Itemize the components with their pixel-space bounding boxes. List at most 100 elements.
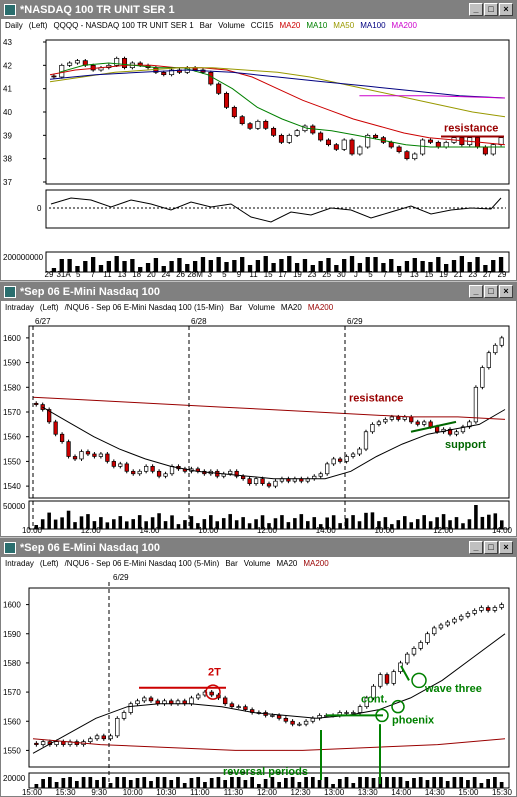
chart-info-bar: Intraday (Left) /NQU6 - Sep 06 E-Mini Nasd…	[1, 557, 516, 570]
price-bar	[425, 633, 430, 643]
volume-bar	[479, 783, 484, 788]
volume-scale-label: 200000000	[3, 253, 44, 262]
price-bar	[402, 416, 407, 420]
info-item: /NQU6 - Sep 06 E-Mini Nasdaq 100 (15-Min…	[64, 303, 224, 312]
volume-bar	[448, 520, 452, 529]
price-pane-frame	[28, 325, 510, 499]
moving-average-line	[49, 67, 506, 118]
price-bar	[351, 712, 356, 714]
volume-bar	[203, 782, 207, 788]
volume-bar	[383, 517, 388, 529]
volume-bar	[232, 260, 237, 272]
volume-bar	[404, 261, 410, 272]
window-titlebar[interactable]: *NASDAQ 100 TR UNIT SER 1 _ □ ×	[1, 1, 516, 19]
volume-bar	[498, 257, 504, 272]
volume-bar	[153, 258, 159, 272]
double-top-annotation: 2T	[208, 667, 221, 679]
info-item: (Left)	[39, 303, 59, 312]
minimize-button[interactable]: _	[469, 285, 483, 298]
moving-average-line	[49, 69, 506, 99]
volume-bar	[88, 777, 93, 788]
y-tick-label: 37	[3, 178, 12, 187]
volume-bar	[286, 522, 291, 529]
x-tick-label: 15:30	[56, 788, 77, 796]
close-button[interactable]: ×	[499, 285, 513, 298]
volume-bar	[189, 516, 194, 529]
price-bar	[318, 132, 324, 141]
price-bar	[224, 92, 230, 108]
minimize-button[interactable]: _	[469, 3, 483, 16]
price-bar	[341, 139, 347, 150]
close-button[interactable]: ×	[499, 3, 513, 16]
maximize-button[interactable]: □	[484, 541, 498, 554]
support-line	[410, 420, 457, 433]
x-tick-label: 15	[264, 270, 273, 279]
continuation-annotation: cont.	[361, 694, 387, 706]
volume-bar	[466, 780, 470, 788]
volume-bar	[405, 781, 410, 788]
y-tick-label: 1550	[3, 746, 21, 755]
volume-bar	[299, 514, 304, 529]
session-date-label: 6/29	[113, 573, 129, 582]
price-bar	[447, 428, 453, 435]
info-item: MA200	[307, 303, 334, 312]
price-bar	[384, 674, 390, 684]
volume-bar	[155, 777, 160, 788]
chart-window-nq-5min: *Sep 06 E-Mini Nasdaq 100 _ □ × Intraday…	[0, 538, 517, 797]
volume-bar	[287, 256, 292, 272]
volume-bar	[81, 777, 86, 788]
volume-bar	[317, 780, 322, 788]
price-bar	[297, 723, 302, 726]
maximize-button[interactable]: □	[484, 3, 498, 16]
volume-bar	[185, 264, 190, 272]
price-bar	[61, 741, 66, 745]
volume-bar	[169, 780, 174, 788]
volume-bar	[260, 515, 265, 529]
support-annotation: support	[445, 439, 486, 451]
volume-bar	[257, 784, 261, 788]
price-bar	[438, 624, 444, 629]
volume-bar	[208, 260, 213, 272]
price-bar	[169, 69, 175, 76]
price-bar	[243, 706, 248, 710]
price-bar	[420, 139, 426, 155]
volume-bar	[467, 262, 472, 272]
resistance-annotation: resistance	[444, 123, 498, 135]
volume-bar	[34, 525, 39, 529]
volume-bar	[90, 257, 96, 272]
price-bar	[331, 458, 336, 465]
y-tick-label: 1560	[3, 433, 21, 442]
volume-bar	[472, 777, 477, 788]
x-tick-label: 29	[498, 270, 507, 279]
nq-15min-chart[interactable]: 1600 1590 1580 1570 1560 1550 1540 50000 10:00 12…	[1, 314, 516, 536]
volume-bar	[230, 777, 234, 788]
info-item: CCI15	[250, 21, 274, 30]
info-item: Bar	[229, 303, 243, 312]
volume-bar	[95, 780, 99, 788]
window-titlebar[interactable]: *Sep 06 E-Mini Nasdaq 100 _ □ ×	[1, 283, 516, 301]
maximize-button[interactable]: □	[484, 285, 498, 298]
volume-bar	[467, 519, 472, 529]
volume-bar	[163, 521, 168, 529]
volume-bar	[209, 778, 214, 788]
x-tick-label: 12:00	[433, 526, 454, 535]
volume-bar	[118, 516, 123, 529]
minimize-button[interactable]: _	[469, 541, 483, 554]
volume-bar	[349, 256, 355, 272]
price-bar	[234, 470, 239, 477]
price-bar	[404, 151, 410, 160]
price-bar	[169, 466, 175, 475]
close-button[interactable]: ×	[499, 541, 513, 554]
info-item: Volume	[248, 303, 275, 312]
price-bar	[333, 144, 339, 150]
price-bar	[53, 421, 58, 435]
volume-bar	[254, 519, 258, 529]
nq-5min-chart[interactable]: 1600 1590 1580 1570 1560 1550 20000 15:00 15:30 9…	[1, 570, 516, 796]
price-bar	[499, 604, 504, 608]
window-titlebar[interactable]: *Sep 06 E-Mini Nasdaq 100 _ □ ×	[1, 539, 516, 557]
volume-bar	[370, 512, 375, 529]
price-bar	[239, 116, 245, 125]
volume-bar	[306, 521, 310, 529]
volume-bar	[221, 518, 226, 529]
